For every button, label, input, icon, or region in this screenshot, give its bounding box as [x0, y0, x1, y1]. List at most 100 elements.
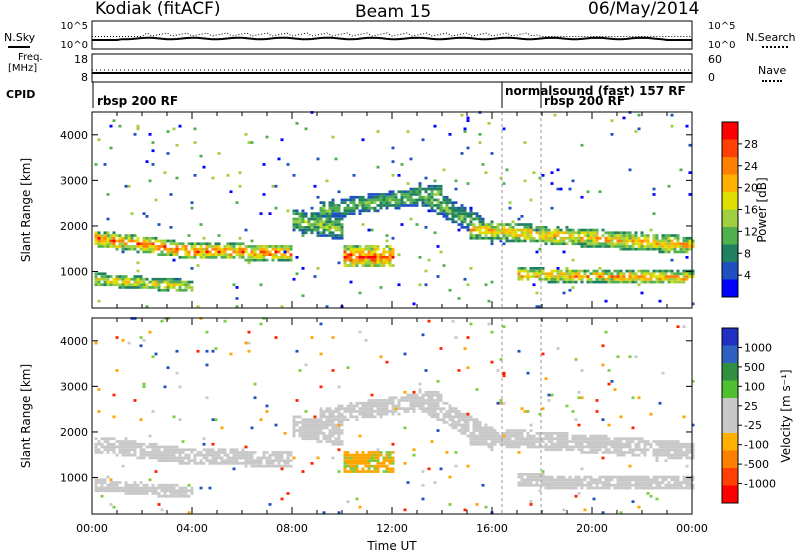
data-cell — [295, 220, 299, 224]
data-cell — [535, 267, 539, 270]
data-cell — [460, 204, 464, 207]
data-cell — [508, 434, 512, 438]
data-cell — [358, 209, 362, 213]
data-cell — [628, 168, 632, 172]
data-cell — [412, 407, 416, 410]
data-cell — [580, 143, 584, 147]
data-cell — [622, 116, 626, 120]
data-cell — [583, 239, 587, 243]
data-cell — [106, 193, 110, 196]
data-cell — [388, 410, 392, 413]
data-cell — [628, 437, 632, 441]
data-cell — [535, 437, 539, 441]
data-cell — [490, 437, 494, 441]
data-cell — [172, 247, 176, 251]
data-cell — [124, 489, 128, 493]
data-cell — [364, 412, 368, 416]
data-cell — [109, 481, 113, 484]
data-cell — [649, 483, 653, 487]
data-cell — [625, 451, 629, 454]
data-cell — [466, 415, 470, 419]
data-cell — [301, 437, 305, 441]
data-cell — [274, 451, 278, 454]
data-cell — [136, 492, 140, 495]
data-cell — [136, 124, 140, 128]
data-cell — [529, 239, 533, 243]
data-cell — [661, 269, 665, 273]
data-cell — [553, 277, 557, 281]
data-cell — [472, 440, 476, 443]
data-cell — [418, 182, 422, 185]
data-cell — [421, 333, 425, 337]
data-cell — [553, 236, 557, 240]
data-cell — [301, 234, 305, 237]
data-cell — [382, 195, 386, 199]
data-cell — [172, 489, 176, 493]
data-cell — [610, 478, 614, 482]
data-cell — [490, 236, 494, 240]
data-cell — [478, 432, 482, 435]
data-cell — [331, 135, 335, 139]
data-cell — [400, 223, 404, 226]
data-cell — [622, 475, 626, 479]
data-cell — [589, 272, 593, 276]
data-cell — [385, 195, 389, 199]
data-cell — [145, 160, 149, 163]
data-cell — [520, 223, 524, 226]
colorbar-tick-label: 28 — [744, 138, 758, 151]
data-cell — [391, 250, 395, 254]
data-cell — [463, 429, 467, 432]
data-cell — [157, 253, 161, 256]
data-cell — [520, 228, 524, 232]
data-cell — [643, 272, 647, 276]
data-cell — [502, 437, 506, 441]
data-cell — [442, 264, 446, 267]
data-cell — [430, 193, 434, 196]
data-cell — [403, 462, 407, 465]
data-cell — [598, 475, 602, 479]
data-cell — [571, 280, 575, 284]
data-cell — [316, 421, 320, 424]
data-cell — [148, 442, 152, 446]
colorbar-tick-label: -25 — [744, 419, 762, 432]
data-cell — [526, 478, 530, 482]
data-cell — [523, 275, 527, 278]
data-cell — [223, 453, 227, 457]
data-cell — [184, 250, 188, 254]
data-cell — [622, 277, 626, 281]
data-cell — [625, 445, 629, 449]
data-cell — [187, 494, 191, 498]
data-cell — [520, 437, 524, 441]
data-cell — [148, 245, 152, 248]
data-cell — [427, 401, 431, 405]
data-cell — [550, 434, 554, 438]
data-cell — [448, 212, 452, 215]
data-cell — [349, 198, 353, 202]
data-cell — [169, 483, 173, 487]
data-cell — [472, 426, 476, 430]
data-cell — [496, 223, 500, 226]
data-cell — [565, 486, 569, 490]
data-cell — [514, 234, 518, 237]
data-cell — [673, 275, 677, 278]
data-cell — [634, 453, 638, 457]
data-cell — [631, 437, 635, 441]
data-cell — [175, 489, 179, 493]
data-cell — [583, 445, 587, 449]
data-cell — [211, 176, 215, 180]
data-cell — [595, 277, 599, 281]
data-cell — [391, 160, 395, 163]
data-cell — [691, 275, 695, 278]
data-cell — [460, 226, 464, 229]
data-cell — [256, 459, 260, 462]
data-cell — [520, 475, 524, 479]
data-cell — [655, 478, 659, 482]
data-cell — [529, 445, 533, 449]
data-cell — [646, 481, 650, 484]
data-cell — [655, 239, 659, 243]
data-cell — [439, 193, 443, 196]
data-cell — [361, 253, 365, 256]
data-cell — [403, 426, 407, 430]
data-cell — [376, 453, 380, 457]
